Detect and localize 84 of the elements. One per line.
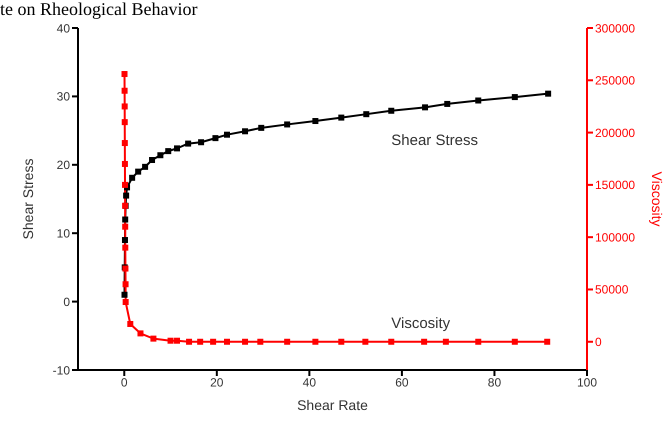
point bbox=[122, 88, 128, 94]
point bbox=[198, 139, 204, 146]
x-tick-label: 80 bbox=[488, 376, 502, 390]
y-tick-label: 40 bbox=[56, 21, 70, 36]
y-tick-label: 30 bbox=[56, 90, 70, 104]
point bbox=[362, 338, 368, 345]
point bbox=[312, 118, 318, 124]
point bbox=[388, 338, 394, 345]
point bbox=[122, 216, 128, 223]
point bbox=[122, 160, 128, 167]
point bbox=[210, 338, 216, 345]
point bbox=[137, 330, 144, 336]
y2-tick-label: 150000 bbox=[595, 178, 636, 192]
point bbox=[442, 338, 449, 345]
point bbox=[168, 338, 174, 344]
y2-tick-label: 100000 bbox=[595, 230, 636, 244]
point bbox=[388, 108, 394, 114]
point bbox=[174, 338, 180, 344]
y-axis-title: Shear Stress bbox=[20, 158, 36, 240]
point bbox=[150, 336, 156, 342]
y2-tick-label: 250000 bbox=[595, 74, 636, 88]
point bbox=[242, 128, 248, 134]
x-tick-label: 100 bbox=[576, 376, 598, 390]
point bbox=[122, 103, 128, 110]
point bbox=[338, 114, 344, 121]
point bbox=[122, 71, 128, 78]
y2-tick-label: 300000 bbox=[595, 21, 636, 36]
y-tick-label: -10 bbox=[52, 363, 70, 378]
y-tick-label: 10 bbox=[56, 226, 70, 240]
y2-tick-label: 50000 bbox=[595, 282, 629, 297]
point bbox=[475, 338, 482, 345]
point bbox=[257, 338, 264, 345]
x-axis-title: Shear Rate bbox=[297, 397, 368, 413]
point bbox=[142, 164, 148, 170]
point bbox=[122, 237, 128, 244]
point bbox=[224, 338, 230, 345]
chart-title: te on Rheological Behavior bbox=[0, 0, 198, 19]
point bbox=[338, 338, 344, 345]
y2-axis-title: Viscosity bbox=[649, 172, 666, 226]
point bbox=[122, 281, 129, 288]
point bbox=[122, 119, 128, 126]
point bbox=[135, 168, 142, 175]
x-tick-label: 60 bbox=[395, 376, 409, 390]
point bbox=[197, 338, 204, 345]
y-tick-label: 0 bbox=[63, 294, 70, 309]
point bbox=[122, 182, 128, 188]
point bbox=[157, 152, 164, 158]
point bbox=[123, 192, 130, 199]
point bbox=[122, 224, 128, 230]
point bbox=[122, 299, 129, 306]
point bbox=[242, 338, 248, 345]
series-label: Shear Stress bbox=[391, 132, 478, 149]
point bbox=[312, 338, 318, 345]
point bbox=[149, 157, 156, 164]
point bbox=[212, 135, 218, 142]
point bbox=[421, 338, 428, 345]
x-tick-label: 40 bbox=[302, 376, 316, 390]
series-label: Viscosity bbox=[391, 314, 451, 332]
point bbox=[122, 140, 128, 146]
point bbox=[122, 244, 128, 251]
point bbox=[258, 124, 264, 131]
point bbox=[284, 338, 290, 345]
point bbox=[444, 100, 450, 107]
y2-tick-label: 0 bbox=[595, 335, 602, 350]
point bbox=[475, 98, 482, 104]
point bbox=[512, 94, 518, 100]
y-tick-label: 20 bbox=[56, 158, 70, 172]
point bbox=[174, 145, 180, 152]
point bbox=[363, 111, 370, 118]
point bbox=[186, 338, 192, 345]
point bbox=[127, 320, 134, 327]
x-tick-label: 20 bbox=[210, 376, 224, 390]
point bbox=[422, 104, 428, 110]
point bbox=[224, 132, 230, 138]
point bbox=[545, 90, 552, 97]
point bbox=[165, 148, 172, 154]
point bbox=[544, 338, 550, 345]
point bbox=[129, 174, 136, 181]
point bbox=[185, 140, 192, 147]
x-tick-label: 0 bbox=[120, 376, 128, 390]
point bbox=[284, 121, 290, 128]
point bbox=[512, 338, 518, 345]
y2-tick-label: 200000 bbox=[595, 126, 636, 140]
point bbox=[122, 292, 128, 298]
